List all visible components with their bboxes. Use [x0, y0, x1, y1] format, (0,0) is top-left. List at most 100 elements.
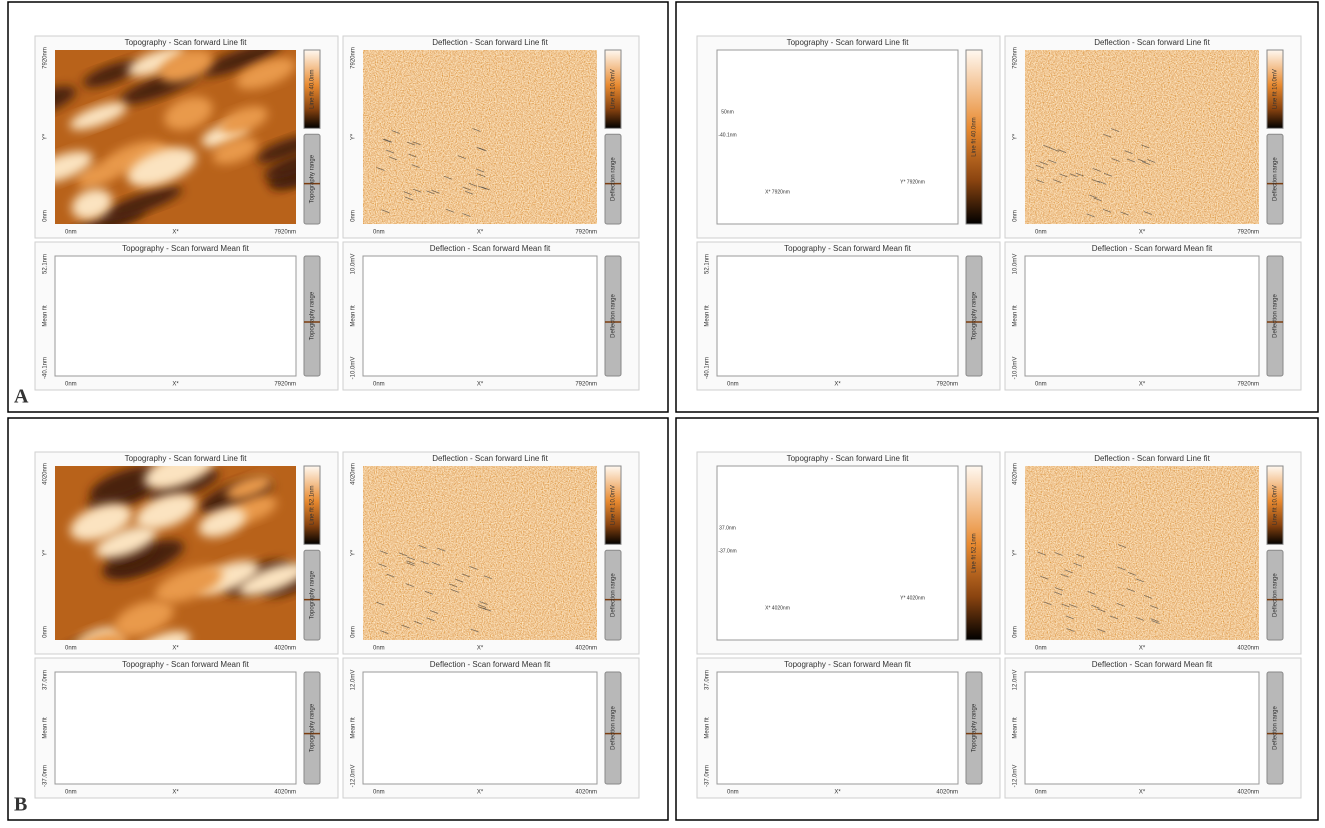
grain [135, 493, 197, 530]
axis-3d-label: X* 4020nm [765, 605, 790, 611]
y-axis-label: Mean fit [1013, 717, 1019, 739]
panel-title: Deflection - Scan forward Mean fit [430, 244, 551, 253]
range-bar [965, 255, 983, 377]
color-scale-label: Line fit 10.0mV [1273, 69, 1279, 109]
axis-3d-label: -37.0nm [718, 548, 736, 554]
scan-streak [477, 173, 486, 178]
grain [133, 631, 191, 640]
scan-streak [479, 601, 488, 605]
scan-streak [1089, 194, 1098, 199]
x-axis-label: X* [477, 790, 484, 796]
x-axis-label: X* [834, 790, 841, 796]
profile-background [1024, 255, 1260, 377]
scan-streak [1043, 144, 1052, 149]
range-bar [303, 671, 321, 785]
scan-streak [1065, 615, 1074, 620]
grain [236, 57, 296, 90]
scan-streak [1102, 208, 1112, 213]
x-axis-label: X* [834, 382, 841, 388]
panel-title: Deflection - Scan forward Line fit [432, 38, 548, 47]
scan-streak [1092, 167, 1101, 172]
range-bar [1266, 671, 1284, 785]
scan-streak [1098, 180, 1107, 185]
y-axis-label: 37.0nm [43, 670, 49, 690]
software-panel: Topography - Scan forward Mean fit Topogr… [696, 657, 1001, 799]
scan-streak [398, 552, 408, 557]
color-bar [604, 465, 622, 545]
software-panel: Deflection - Scan forward Line fit Line f… [1004, 35, 1302, 239]
scan-streak [380, 630, 389, 634]
y-axis-label: 10.0mV [1013, 254, 1019, 275]
scan-streak [1043, 601, 1052, 606]
color-bar [303, 49, 321, 129]
range-bar [303, 255, 321, 377]
dark-region [256, 135, 296, 164]
deflection-image [363, 466, 597, 640]
scan-streak [430, 610, 439, 614]
scan-streak [1109, 615, 1118, 620]
scan-streak [1117, 566, 1126, 571]
range-bar [1266, 255, 1284, 377]
scan-streak [1135, 617, 1144, 621]
deflection-image [1025, 50, 1259, 224]
panel-title: Topography - Scan forward Line fit [125, 38, 248, 47]
scan-streak [411, 164, 420, 168]
scan-streak [1069, 173, 1078, 178]
profile-background [716, 255, 959, 377]
scan-streak [408, 153, 417, 158]
axis-3d-label: Y* 4020nm [900, 595, 925, 601]
view-background [716, 465, 959, 641]
scan-streak [412, 188, 422, 193]
scan-streak [462, 186, 471, 191]
grain [225, 475, 273, 500]
panel-title: Deflection - Scan forward Line fit [1094, 454, 1210, 463]
y-axis-label: 0nm [43, 626, 49, 638]
x-axis-label: 0nm [727, 790, 739, 796]
x-axis-label: X* [477, 230, 484, 236]
range-bar [303, 133, 321, 225]
scan-streak [1097, 628, 1106, 633]
range-label: Deflection range [611, 157, 617, 201]
plot-area [363, 466, 597, 640]
scan-streak [1053, 591, 1063, 596]
panel-title: Deflection - Scan forward Mean fit [1092, 244, 1213, 253]
scan-streak [391, 130, 400, 134]
y-axis-label: 7920nm [43, 47, 49, 69]
scan-streak [1151, 620, 1160, 625]
dark-region [270, 153, 296, 188]
scan-streak [1143, 594, 1153, 599]
scan-streak [431, 189, 440, 194]
y-axis-label: Mean fit [351, 305, 357, 327]
deflection-image [363, 50, 597, 224]
scan-streak [385, 149, 395, 154]
scan-streak [461, 573, 471, 578]
scan-streak [455, 578, 464, 583]
scan-streak [478, 185, 487, 190]
scan-streak [1035, 179, 1044, 183]
panel-title: Topography - Scan forward Line fit [787, 454, 910, 463]
scan-streak [1103, 133, 1112, 138]
x-axis-label: 4020nm [575, 646, 597, 652]
scan-streak [376, 601, 385, 606]
scan-streak [1116, 602, 1125, 607]
x-axis-label: 0nm [1035, 382, 1047, 388]
scan-streak [376, 167, 385, 171]
scan-streak [481, 186, 490, 191]
scan-streak [378, 563, 387, 568]
y-axis-label: Mean fit [1013, 305, 1019, 327]
scan-streak [406, 562, 415, 567]
range-bar [1266, 133, 1284, 225]
scan-streak [401, 624, 410, 629]
x-axis-label: 0nm [373, 382, 385, 388]
color-scale-label: Line fit 10.0mV [611, 69, 617, 109]
x-axis-label: X* [1139, 790, 1146, 796]
y-axis-label: 12.0mV [1013, 670, 1019, 691]
scan-streak [431, 562, 441, 566]
range-label: Topography range [972, 291, 978, 340]
grain [159, 50, 213, 83]
y-axis-label: 4020nm [43, 463, 49, 485]
grain [76, 163, 119, 188]
scan-streak [414, 620, 423, 625]
color-bar [604, 49, 622, 129]
scan-streak [1117, 544, 1127, 548]
